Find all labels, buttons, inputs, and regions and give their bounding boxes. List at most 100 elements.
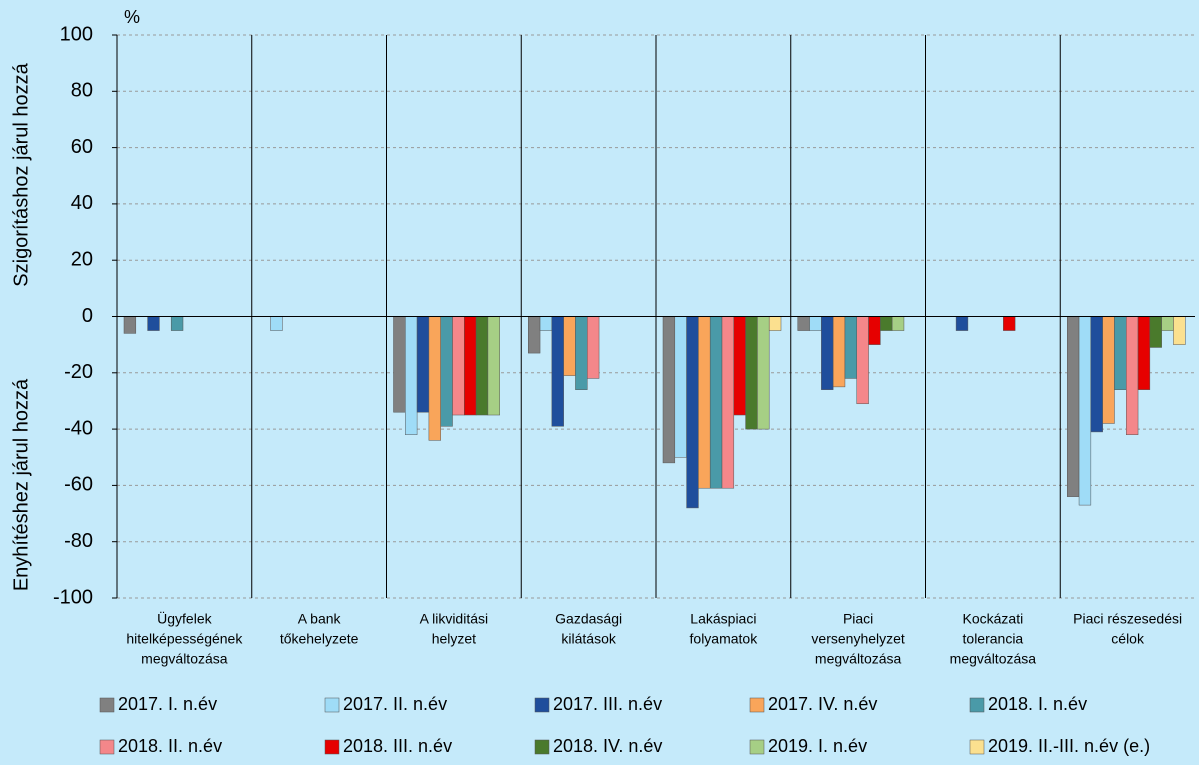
y-tick-label: -60 bbox=[64, 474, 93, 496]
bar bbox=[575, 316, 588, 390]
legend-label: 2019. I. n.év bbox=[768, 736, 867, 756]
bar bbox=[428, 316, 441, 441]
x-tick-label: Piaci bbox=[843, 611, 873, 627]
bar bbox=[662, 316, 676, 464]
x-tick-label: tolerancia bbox=[963, 631, 1024, 647]
bar bbox=[123, 316, 137, 334]
y-tick-label: -20 bbox=[64, 361, 93, 383]
bar bbox=[1126, 316, 1139, 435]
legend-label: 2017. IV. n.év bbox=[768, 694, 877, 714]
y-tick-label: 40 bbox=[71, 192, 93, 214]
x-tick-label: kilátások bbox=[561, 631, 616, 647]
bar bbox=[147, 316, 160, 331]
x-tick-label: megváltozása bbox=[950, 651, 1037, 667]
x-tick-label: megváltozása bbox=[815, 651, 902, 667]
x-tick-label: Lakáspiaci bbox=[690, 611, 756, 627]
bar bbox=[393, 316, 406, 413]
bar bbox=[1114, 316, 1127, 390]
bar bbox=[1078, 316, 1092, 506]
bar bbox=[844, 316, 858, 379]
legend-label: 2017. I. n.év bbox=[118, 694, 217, 714]
bar bbox=[1003, 316, 1016, 331]
y-tick-label: -80 bbox=[64, 530, 93, 552]
bar bbox=[721, 316, 735, 489]
x-tick-label: A bank bbox=[298, 611, 342, 627]
bar bbox=[757, 316, 770, 430]
x-tick-label: megváltozása bbox=[141, 651, 228, 667]
legend-swatch bbox=[969, 697, 985, 713]
bar bbox=[1102, 316, 1115, 424]
bar bbox=[891, 316, 905, 331]
unit-label: % bbox=[124, 7, 140, 27]
bar bbox=[487, 316, 500, 416]
legend-swatch bbox=[534, 697, 550, 713]
legend-label: 2019. II.-III. n.év (e.) bbox=[988, 736, 1150, 756]
y-tick-label: 20 bbox=[71, 248, 93, 270]
y-tick-label: -40 bbox=[64, 417, 93, 439]
bar bbox=[551, 316, 564, 427]
bar bbox=[821, 316, 834, 390]
legend-label: 2017. II. n.év bbox=[343, 694, 447, 714]
y-label-bottom: Enyhítéshez járul hozzá bbox=[10, 378, 32, 591]
bar bbox=[563, 316, 576, 376]
x-tick-label: hitelképességének bbox=[126, 631, 243, 647]
bar bbox=[955, 316, 969, 331]
bar bbox=[832, 316, 846, 388]
x-tick-label: helyzet bbox=[432, 631, 476, 647]
legend-label: 2018. I. n.év bbox=[988, 694, 1087, 714]
bar bbox=[1149, 316, 1162, 348]
x-tick-label: Gazdasági bbox=[555, 611, 622, 627]
y-tick-label: 60 bbox=[71, 136, 93, 158]
bar bbox=[528, 316, 541, 354]
bar bbox=[170, 316, 184, 331]
bar bbox=[539, 316, 553, 331]
legend-label: 2017. III. n.év bbox=[553, 694, 662, 714]
bar bbox=[797, 316, 810, 331]
y-tick-label: -100 bbox=[53, 586, 93, 608]
bar bbox=[809, 316, 822, 331]
bar bbox=[1137, 316, 1151, 390]
bar bbox=[880, 316, 893, 331]
legend-label: 2018. III. n.év bbox=[343, 736, 452, 756]
bar bbox=[698, 316, 711, 489]
x-tick-label: folyamatok bbox=[690, 631, 759, 647]
x-tick-label: célok bbox=[1111, 631, 1145, 647]
bar bbox=[587, 316, 600, 379]
legend-swatch bbox=[324, 739, 340, 755]
x-tick-label: tőkehelyzete bbox=[280, 631, 359, 647]
bar bbox=[452, 316, 465, 416]
bar bbox=[856, 316, 869, 405]
legend-swatch bbox=[99, 697, 115, 713]
bar bbox=[868, 316, 881, 345]
bar bbox=[475, 316, 489, 416]
legend-label: 2018. II. n.év bbox=[118, 736, 222, 756]
legend-swatch bbox=[749, 739, 765, 755]
bar bbox=[1161, 316, 1174, 331]
legend-swatch bbox=[969, 739, 985, 755]
bar bbox=[768, 316, 782, 331]
legend-swatch bbox=[534, 739, 550, 755]
x-tick-label: Ügyfelek bbox=[157, 610, 212, 627]
bar bbox=[709, 316, 723, 489]
x-tick-label: versenyhelyzet bbox=[811, 631, 904, 647]
y-label-top: Szigorításhoz járul hozzá bbox=[10, 62, 32, 286]
x-tick-label: Kockázati bbox=[963, 611, 1024, 627]
bar bbox=[733, 316, 746, 416]
bar bbox=[464, 316, 477, 416]
bar bbox=[405, 316, 418, 435]
legend-swatch bbox=[99, 739, 115, 755]
legend-label: 2018. IV. n.év bbox=[553, 736, 662, 756]
y-tick-label: 0 bbox=[82, 305, 93, 327]
x-tick-label: Piaci részesedési bbox=[1073, 611, 1182, 627]
bar bbox=[270, 316, 283, 331]
bar bbox=[686, 316, 699, 509]
bar bbox=[745, 316, 758, 430]
bar bbox=[1067, 316, 1080, 497]
bar bbox=[416, 316, 430, 413]
y-tick-label: 80 bbox=[71, 80, 93, 102]
x-tick-label: A likviditási bbox=[420, 611, 488, 627]
bar bbox=[674, 316, 687, 458]
bar bbox=[1173, 316, 1186, 345]
